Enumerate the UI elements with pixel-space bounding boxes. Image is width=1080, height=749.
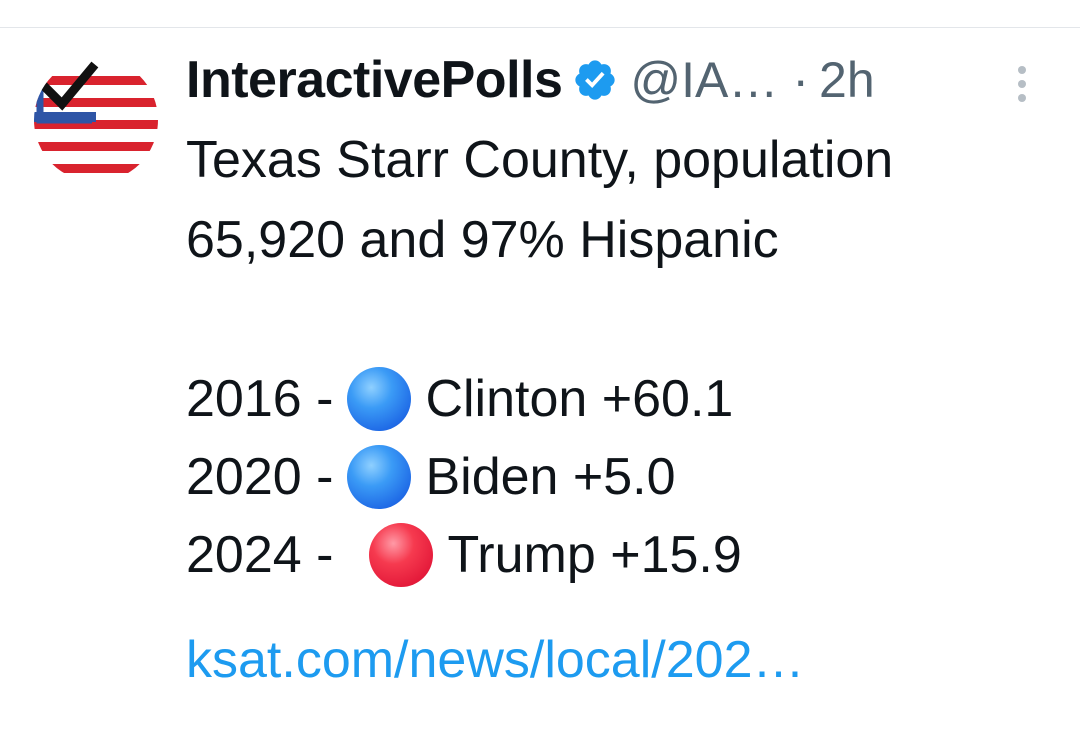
red-circle-icon: [369, 523, 434, 587]
result-text: Clinton +60.1: [425, 370, 734, 428]
tweet-text: Texas Starr County, population 65,920 an…: [186, 120, 1046, 594]
result-row-2020: 2020 - Biden +5.0: [186, 438, 1046, 516]
result-year: 2016 -: [186, 370, 334, 428]
tweet-body: InteractivePolls @IA… · 2h Texas Starr C…: [186, 48, 1046, 690]
tweet-text-line: Texas Starr County, population: [186, 131, 894, 189]
result-row-2016: 2016 - Clinton +60.1: [186, 360, 1046, 438]
timestamp[interactable]: 2h: [819, 52, 875, 108]
verified-badge-icon: [575, 60, 616, 100]
tweet-text-line: 65,920 and 97% Hispanic: [186, 211, 779, 269]
more-options-icon[interactable]: [1010, 64, 1034, 104]
top-divider: [0, 27, 1080, 28]
header-separator: ·: [792, 52, 810, 108]
avatar[interactable]: [34, 58, 158, 182]
result-text: Biden +5.0: [425, 448, 676, 506]
checkbox-flag-icon: [34, 58, 158, 182]
article-link[interactable]: ksat.com/news/local/202…: [186, 631, 805, 689]
result-row-2024: 2024 - Trump +15.9: [186, 516, 1046, 594]
result-year: 2024 -: [186, 526, 334, 584]
blue-circle-icon: [347, 367, 412, 431]
tweet-header: InteractivePolls @IA… · 2h: [186, 48, 1046, 112]
blue-circle-icon: [347, 445, 412, 509]
result-text: Trump +15.9: [447, 526, 742, 584]
author-handle[interactable]: @IA…: [630, 52, 779, 108]
author-name[interactable]: InteractivePolls: [186, 51, 563, 109]
result-year: 2020 -: [186, 448, 334, 506]
